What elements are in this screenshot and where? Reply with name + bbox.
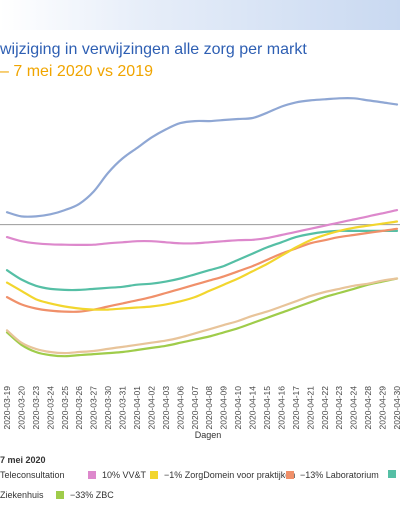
series-line-2: [5, 220, 399, 311]
legend-swatch: [88, 471, 96, 479]
x-tick-label: 2020-04-08: [204, 386, 214, 430]
x-axis-ticks: 2020-03-19 2020-03-20 2020-03-23 2020-03-24…: [2, 386, 400, 430]
legend-item-zbc: −33% ZBC: [56, 490, 114, 500]
plot-area: [0, 96, 400, 358]
legend-label: −33% ZBC: [70, 490, 114, 500]
x-tick-label: 2020-03-27: [89, 386, 99, 430]
x-tick-label: 2020-04-14: [248, 386, 258, 430]
legend-label: 10% VV&T: [102, 470, 147, 480]
series-line-6: [5, 277, 399, 358]
x-tick-label: 2020-04-22: [320, 386, 330, 430]
x-axis-label: Dagen: [195, 430, 222, 440]
legend-label: Teleconsultation: [0, 470, 65, 480]
legend-item-teal: [388, 470, 400, 478]
x-tick-label: 2020-04-24: [349, 386, 359, 430]
series-line-0: [5, 96, 399, 218]
line-chart: 2020-03-19 2020-03-20 2020-03-23 2020-03-24…: [0, 96, 400, 440]
series-line-1: [5, 209, 399, 247]
x-tick-label: 2020-04-10: [233, 386, 243, 430]
x-tick-label: 2020-03-26: [74, 386, 84, 430]
legend-item-laboratorium: −13% Laboratorium: [286, 470, 379, 480]
x-tick-label: 2020-04-15: [262, 386, 272, 430]
x-tick-label: 2020-04-29: [378, 386, 388, 430]
legend-item-ziekenhuis: Ziekenhuis: [0, 490, 44, 500]
x-tick-label: 2020-04-01: [132, 386, 142, 430]
x-tick-label: 2020-04-09: [219, 386, 229, 430]
x-tick-label: 2020-04-17: [291, 386, 301, 430]
legend-swatch: [56, 491, 64, 499]
legend-swatch: [388, 470, 396, 478]
x-tick-label: 2020-04-23: [334, 386, 344, 430]
x-tick-label: 2020-04-21: [305, 386, 315, 430]
legend-swatch: [286, 471, 294, 479]
x-tick-label: 2020-03-19: [2, 386, 12, 430]
chart-subtitle: – 7 mei 2020 vs 2019: [0, 63, 153, 80]
legend-item-teleconsultation: Teleconsultation: [0, 470, 65, 480]
x-tick-label: 2020-03-25: [60, 386, 70, 430]
legend-label: −13% Laboratorium: [300, 470, 379, 480]
x-tick-label: 2020-04-16: [276, 386, 286, 430]
x-tick-label: 2020-03-20: [16, 386, 26, 430]
x-tick-label: 2020-04-07: [190, 386, 200, 430]
legend-label: −1% ZorgDomein voor praktijken: [164, 470, 296, 480]
footnote-date: 7 mei 2020: [0, 455, 46, 465]
legend-item-vvt: 10% VV&T: [88, 470, 146, 480]
legend-item-zorgdomein: −1% ZorgDomein voor praktijken: [150, 470, 295, 480]
x-tick-label: 2020-04-06: [175, 386, 185, 430]
x-tick-label: 2020-04-02: [146, 386, 156, 430]
x-tick-label: 2020-04-03: [161, 386, 171, 430]
legend-label: Ziekenhuis: [0, 490, 44, 500]
series-line-3: [5, 227, 399, 313]
chart-title: wijziging in verwijzingen alle zorg per …: [0, 41, 307, 58]
legend-swatch: [150, 471, 158, 479]
x-tick-label: 2020-03-31: [118, 386, 128, 430]
x-tick-label: 2020-04-30: [392, 386, 400, 430]
x-tick-label: 2020-03-30: [103, 386, 113, 430]
legend: Teleconsultation 10% VV&T −1% ZorgDomein…: [0, 470, 400, 510]
x-tick-label: 2020-04-28: [363, 386, 373, 430]
series-line-5: [5, 277, 399, 355]
x-tick-label: 2020-03-24: [45, 386, 55, 430]
x-tick-label: 2020-03-23: [31, 386, 41, 430]
header-band: [0, 0, 400, 30]
series-line-4: [5, 229, 399, 292]
